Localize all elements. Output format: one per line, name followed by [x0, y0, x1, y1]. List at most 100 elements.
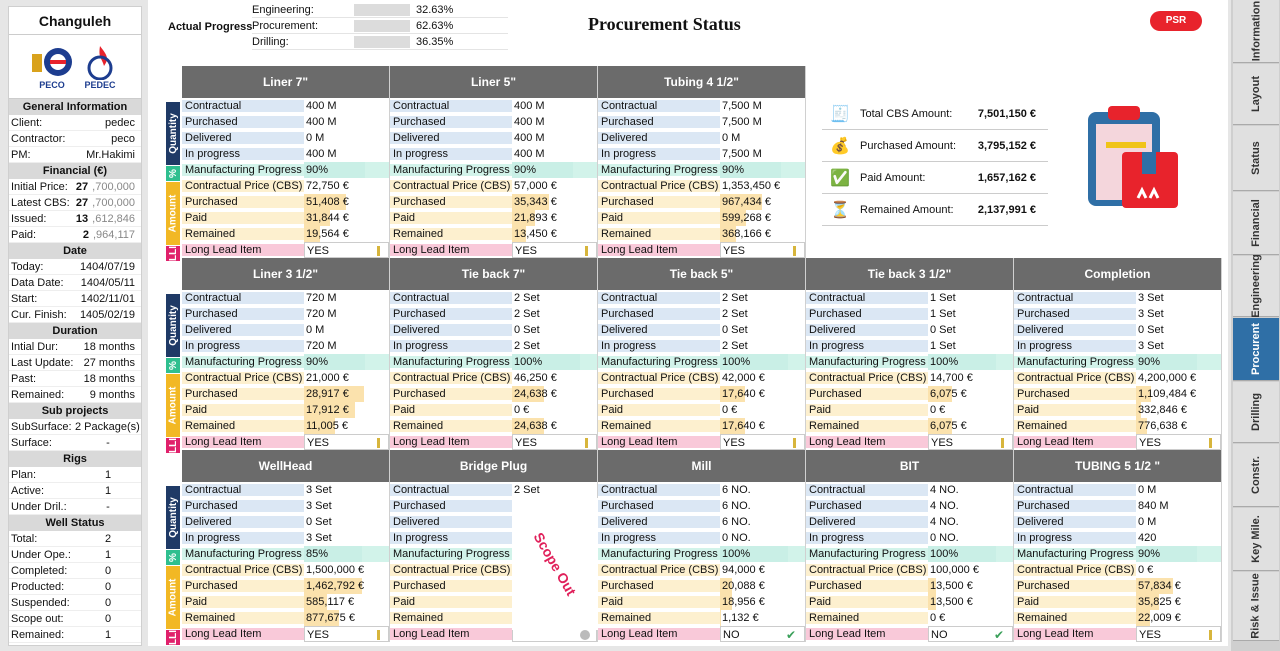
- amount-value: 332,846 €: [1138, 403, 1187, 416]
- item-card: Liner 5" Contractual 400 M Purchased 400 M De…: [390, 66, 598, 258]
- row-label: Contractual: [806, 291, 928, 304]
- row-value: 6 NO.: [720, 513, 805, 530]
- row-label: Paid: [598, 595, 720, 608]
- quantity-row: In progress 3 Set: [1014, 337, 1221, 354]
- row-label: Delivered: [390, 323, 512, 336]
- amount-row: Purchased 57,834 €: [1014, 577, 1221, 594]
- quantity-row: Contractual 7,500 M: [598, 97, 805, 114]
- row-value: 1,132 €: [720, 609, 805, 626]
- amount-row: Remained 1,132 €: [598, 609, 805, 626]
- sidebar-row: PM: Mr.Hakimi: [9, 147, 141, 163]
- row-value: 35,825 €: [1136, 593, 1221, 610]
- row-label: In progress: [1014, 531, 1136, 544]
- row-label: Manufacturing Progress: [806, 355, 928, 368]
- row-label: Purchased: [390, 195, 512, 208]
- row-value: 400 M: [512, 97, 597, 114]
- item-card: Tubing 4 1/2" Contractual 7,500 M Purchased…: [598, 66, 806, 258]
- quantity-row: In progress 420: [1014, 529, 1221, 546]
- sidebar-row-label: Producted:: [11, 580, 65, 593]
- pct-band: %: [166, 550, 180, 565]
- tab-information[interactable]: Information: [1233, 0, 1279, 63]
- progress-pct: 62.63%: [416, 19, 454, 32]
- row-value: 20,088 €: [720, 577, 805, 594]
- progress-bar: [354, 35, 410, 48]
- tab-risk-issue[interactable]: Risk & Issue: [1233, 572, 1279, 641]
- amount-row: Purchased 1,462,792 €: [182, 577, 389, 594]
- row-value: 57,834 €: [1136, 577, 1221, 594]
- mfg-row: Manufacturing Progress 90%: [390, 161, 597, 178]
- row-label: Manufacturing Progress: [806, 547, 928, 560]
- tab-constr-[interactable]: Constr.: [1233, 444, 1279, 507]
- summary-value: 7,501,150 €: [977, 107, 1036, 120]
- row-label: Contractual: [1014, 483, 1136, 496]
- row-value: 90%: [304, 353, 389, 370]
- sidebar-row: SubSurface: 2 Package(s): [9, 419, 141, 435]
- mfg-row: Manufacturing Progress 90%: [598, 161, 805, 178]
- lli-row: Long Lead Item YES: [182, 241, 389, 258]
- tab-status[interactable]: Status: [1233, 126, 1279, 191]
- amount-fill: [512, 385, 544, 402]
- lli-value: YES: [515, 244, 538, 257]
- amount-value: 368,166 €: [722, 227, 771, 240]
- band-label: LLI: [167, 630, 179, 645]
- pct-band: %: [166, 358, 180, 373]
- amount-fill: [928, 593, 937, 610]
- row-value: 6 NO.: [720, 497, 805, 514]
- row-value: 11,005 €: [304, 417, 389, 434]
- band-label: Amount: [167, 578, 179, 617]
- sidebar-section-title: Date: [9, 243, 141, 259]
- row-label: In progress: [390, 531, 512, 544]
- amount-row: Purchased 20,088 €: [598, 577, 805, 594]
- row-value: YES: [304, 625, 389, 642]
- psr-button[interactable]: PSR: [1150, 11, 1202, 31]
- row-value: 72,750 €: [304, 177, 389, 194]
- tab-label: Constr.: [1250, 456, 1262, 494]
- lli-value: NO: [931, 628, 948, 641]
- mfg-value: 100%: [722, 355, 751, 368]
- row-label: Long Lead Item: [806, 627, 928, 640]
- row-label: Long Lead Item: [1014, 435, 1136, 448]
- row-label: Contractual Price (CBS): [598, 371, 720, 384]
- mfg-fill: [720, 161, 782, 178]
- row-value: 2 Set: [720, 337, 805, 354]
- sidebar-row: Active: 1: [9, 483, 141, 499]
- row-label: Contractual Price (CBS): [1014, 563, 1136, 576]
- row-value: 420: [1136, 529, 1221, 546]
- row-value: 100%: [928, 353, 1013, 370]
- tab-key-mile-[interactable]: Key Mile.: [1233, 508, 1279, 571]
- tab-drilling[interactable]: Drilling: [1233, 382, 1279, 443]
- amount-band: Amount: [166, 566, 180, 629]
- amount-value: 13,500 €: [930, 579, 973, 592]
- sidebar-section-title: Duration: [9, 323, 141, 339]
- amount-value: 20,088 €: [722, 579, 765, 592]
- tab-engineering[interactable]: Engineering: [1233, 254, 1279, 318]
- item-card: Liner 7" Contractual 400 M Purchased 400 M De…: [182, 66, 390, 258]
- quantity-row: In progress 3 Set: [182, 529, 389, 546]
- row-label: Delivered: [1014, 323, 1136, 336]
- item-title: Tie back 7": [390, 258, 597, 290]
- row-label: Purchased: [806, 499, 928, 512]
- lli-row: Long Lead Item NO ✔: [806, 625, 1013, 642]
- row-label: Purchased: [390, 579, 512, 592]
- row-value: 0 €: [928, 401, 1013, 418]
- amount-value: 1,132 €: [722, 611, 759, 624]
- amount-value: 57,834 €: [1138, 579, 1181, 592]
- row-label: Long Lead Item: [182, 243, 304, 256]
- tab-financial[interactable]: Financial: [1233, 192, 1279, 255]
- item-title: Bridge Plug: [390, 450, 597, 482]
- amount-row: Remained 11,005 €: [182, 417, 389, 434]
- tab-layout[interactable]: Layout: [1233, 64, 1279, 125]
- amount-fill: [928, 577, 937, 594]
- row-value: 35,343 €: [512, 193, 597, 210]
- sidebar-row-value: 1404/05/11: [80, 276, 135, 289]
- summary-value: 1,657,162 €: [977, 171, 1036, 184]
- tab-procurent[interactable]: Procurent: [1233, 318, 1279, 381]
- amount-fill: [1136, 577, 1173, 594]
- band-label: Amount: [167, 194, 179, 233]
- row-label: Paid: [182, 595, 304, 608]
- sidebar-row: Client: pedec: [9, 115, 141, 131]
- row-label: Long Lead Item: [182, 435, 304, 448]
- mfg-value: 90%: [306, 163, 329, 176]
- mfg-row: Manufacturing Progress 100%: [598, 353, 805, 370]
- row-value: 46,250 €: [512, 369, 597, 386]
